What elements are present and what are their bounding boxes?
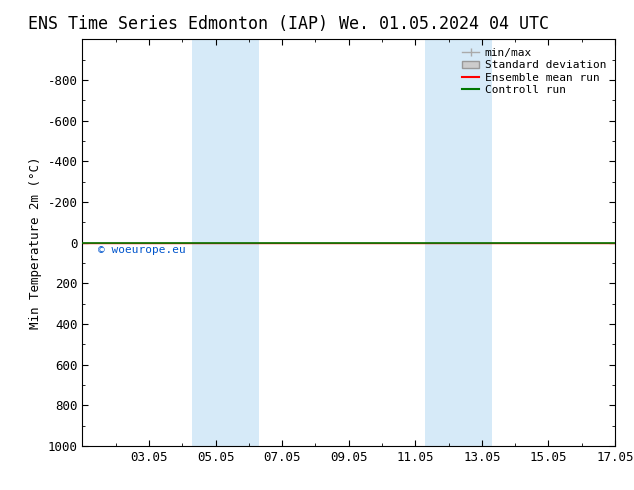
Y-axis label: Min Temperature 2m (°C): Min Temperature 2m (°C) <box>29 156 42 329</box>
Text: ENS Time Series Edmonton (IAP): ENS Time Series Edmonton (IAP) <box>27 15 328 33</box>
Text: © woeurope.eu: © woeurope.eu <box>98 245 186 255</box>
Bar <box>425 39 492 446</box>
Bar <box>192 39 259 446</box>
Text: We. 01.05.2024 04 UTC: We. 01.05.2024 04 UTC <box>339 15 549 33</box>
Legend: min/max, Standard deviation, Ensemble mean run, Controll run: min/max, Standard deviation, Ensemble me… <box>459 45 609 98</box>
